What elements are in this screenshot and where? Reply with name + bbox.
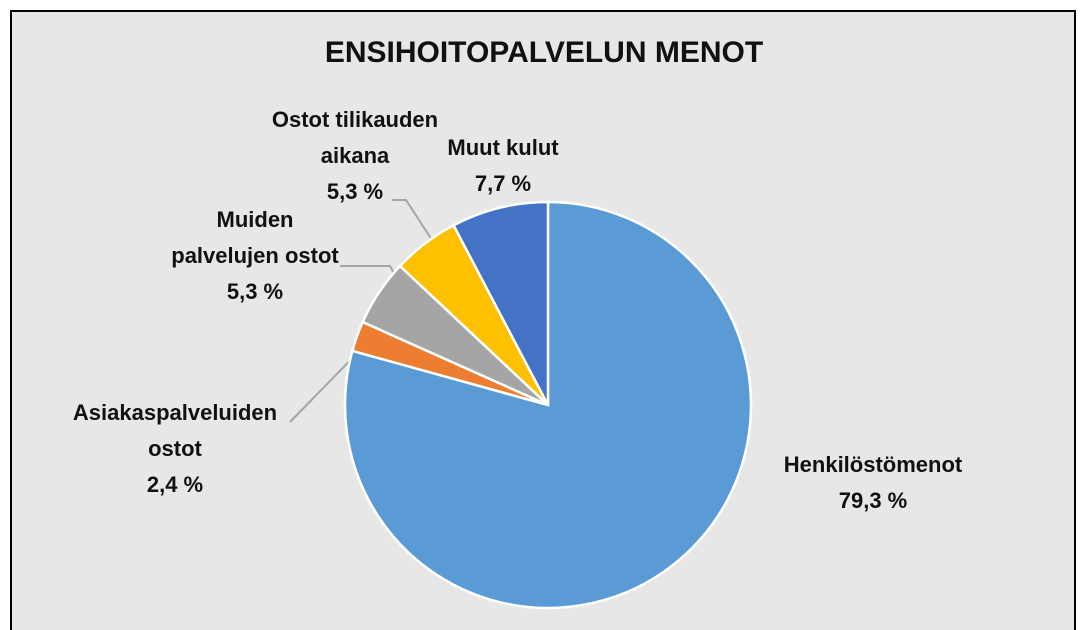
value-label: 5,3 % <box>326 179 384 204</box>
slice-label: Henkilöstömenot 79,3 % <box>758 447 988 519</box>
value-label: 7,7 % <box>474 171 532 196</box>
category-label: Ostot tilikauden aikana <box>271 107 439 168</box>
category-label: Asiakaspalveluiden ostot <box>72 400 278 461</box>
slice-label: Muut kulut 7,7 % <box>423 130 583 202</box>
leader-line <box>392 199 433 241</box>
value-label: 2,4 % <box>146 472 204 497</box>
value-label: 5,3 % <box>226 279 284 304</box>
value-label: 79,3 % <box>838 488 908 513</box>
slice-label: Ostot tilikauden aikana 5,3 % <box>258 102 453 210</box>
category-label: Muut kulut <box>447 135 559 160</box>
category-label: Henkilöstömenot <box>783 452 963 477</box>
pie-slice <box>451 200 550 406</box>
slice-label: Asiakaspalveluiden ostot 2,4 % <box>60 395 290 503</box>
chart-title: ENSIHOITOPALVELUN MENOT <box>324 36 764 69</box>
slice-label: Muiden palvelujen ostot 5,3 % <box>168 202 343 310</box>
category-label: Muiden palvelujen ostot <box>171 207 339 268</box>
